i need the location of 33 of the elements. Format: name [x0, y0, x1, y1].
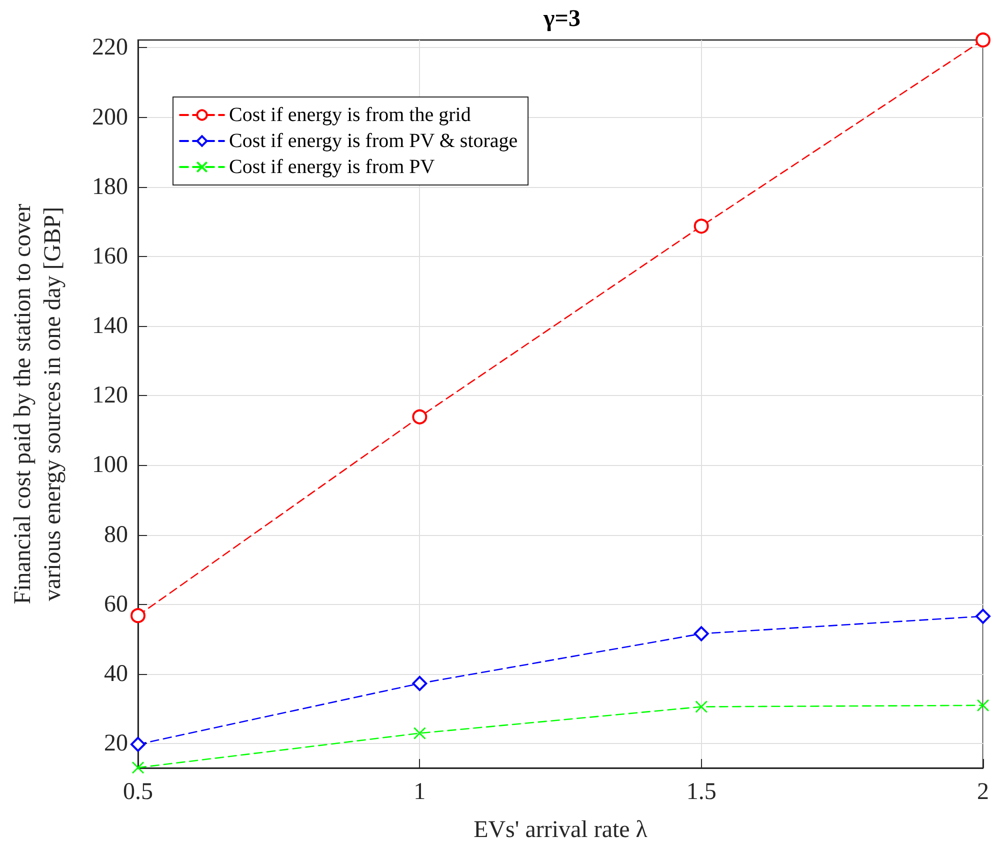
point: [132, 761, 144, 774]
y-tick-label: 40: [104, 661, 128, 688]
y-tick-label: 80: [104, 522, 128, 548]
y-tick-label: 220: [92, 34, 128, 61]
point: [976, 699, 990, 712]
legend-label: Cost if energy is from the grid: [229, 104, 471, 126]
legend-label: Cost if energy is from PV: [229, 156, 436, 178]
point: [695, 700, 708, 713]
y-axis-title: Financial cost paid by the station to cover various energy sources in one day [GBP]: [10, 204, 66, 604]
point: [976, 608, 990, 624]
point: [413, 727, 426, 740]
x-tick-label: 1.5: [686, 779, 716, 805]
y-tick-label: 140: [92, 313, 128, 340]
chart-title: γ=3: [542, 6, 580, 32]
y-tick-label: 160: [92, 243, 128, 270]
y-tick-label: 200: [92, 104, 128, 130]
y-tick-label: 20: [104, 730, 128, 757]
x-axis-title: EVs' arrival rate λ: [474, 817, 648, 843]
legend-label: Cost if energy is from PV & storage: [229, 130, 518, 152]
point: [130, 608, 146, 624]
y-tick-label: 100: [92, 452, 128, 478]
x-tick-label: 0.5: [123, 779, 153, 805]
y-tick-label: 180: [92, 174, 128, 200]
point: [694, 626, 709, 642]
x-tick-label: 1: [414, 779, 426, 805]
x-tick-label: 2: [977, 779, 989, 805]
y-tick-label: 120: [92, 382, 128, 409]
y-tick-label: 60: [104, 591, 128, 618]
point: [130, 736, 146, 752]
point: [694, 218, 709, 234]
point: [412, 409, 428, 424]
point: [412, 676, 428, 691]
point: [976, 32, 990, 48]
